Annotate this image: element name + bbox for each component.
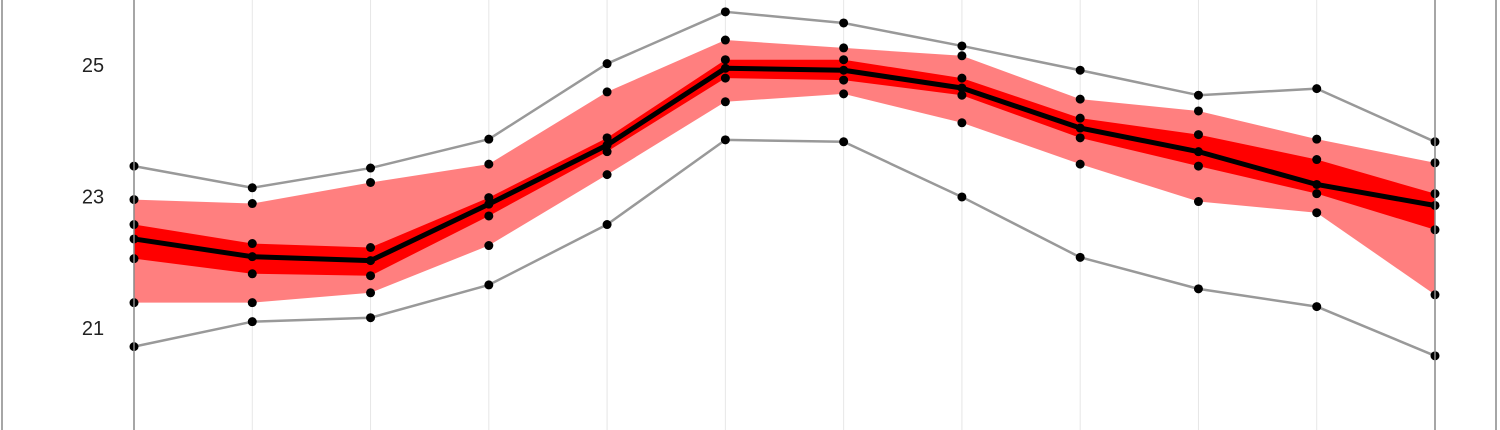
band-marker bbox=[1312, 134, 1322, 144]
marker bbox=[957, 41, 967, 51]
marker bbox=[720, 135, 730, 145]
marker bbox=[720, 7, 730, 17]
marker bbox=[1312, 302, 1322, 312]
band-marker bbox=[1312, 208, 1322, 218]
marker bbox=[1075, 65, 1085, 75]
marker bbox=[484, 280, 494, 290]
band-marker bbox=[484, 159, 494, 169]
marker bbox=[484, 134, 494, 144]
band-marker bbox=[484, 211, 494, 221]
marker bbox=[957, 83, 967, 93]
band-marker bbox=[247, 269, 257, 279]
band-marker bbox=[366, 242, 376, 252]
marker bbox=[1193, 284, 1203, 294]
band-marker bbox=[602, 133, 612, 143]
band-marker bbox=[957, 90, 967, 100]
y-tick-label: 25 bbox=[82, 55, 104, 77]
line bbox=[133, 138, 1436, 357]
band-marker bbox=[839, 89, 849, 99]
band-marker bbox=[1075, 159, 1085, 169]
marker bbox=[1193, 147, 1203, 157]
band-marker bbox=[1193, 130, 1203, 140]
band-marker bbox=[484, 241, 494, 251]
band-marker bbox=[602, 170, 612, 180]
marker bbox=[247, 183, 257, 193]
band-marker bbox=[247, 199, 257, 209]
y-tick-label: 23 bbox=[82, 187, 104, 209]
band-marker bbox=[839, 55, 849, 65]
marker bbox=[1193, 90, 1203, 100]
band-marker bbox=[720, 97, 730, 107]
line bbox=[133, 65, 1436, 264]
band-marker bbox=[957, 51, 967, 61]
band-marker bbox=[1075, 133, 1085, 143]
marker bbox=[602, 140, 612, 150]
marker bbox=[1075, 252, 1085, 262]
band-marker bbox=[1193, 197, 1203, 207]
band-marker bbox=[957, 118, 967, 128]
marker bbox=[247, 252, 257, 262]
marker bbox=[602, 59, 612, 69]
band bbox=[134, 40, 1435, 303]
band-marker bbox=[839, 75, 849, 85]
marker bbox=[839, 137, 849, 147]
band-marker bbox=[839, 43, 849, 53]
band-marker bbox=[1193, 106, 1203, 116]
marker bbox=[1312, 179, 1322, 189]
marker bbox=[1312, 84, 1322, 94]
band-marker bbox=[720, 55, 730, 65]
band-marker bbox=[602, 147, 612, 157]
marker bbox=[839, 65, 849, 75]
marker bbox=[247, 317, 257, 327]
marker bbox=[602, 220, 612, 230]
band-marker bbox=[957, 73, 967, 83]
marker bbox=[720, 63, 730, 73]
y-tick-label: 21 bbox=[82, 318, 104, 340]
marker bbox=[366, 256, 376, 266]
band-marker bbox=[366, 271, 376, 281]
band-marker bbox=[366, 178, 376, 188]
marker bbox=[366, 313, 376, 323]
band-marker bbox=[484, 193, 494, 203]
band-marker bbox=[247, 239, 257, 249]
marker bbox=[484, 199, 494, 209]
band-marker bbox=[1312, 189, 1322, 199]
band-marker bbox=[366, 288, 376, 298]
marker bbox=[1075, 123, 1085, 133]
marker bbox=[957, 192, 967, 202]
band-marker bbox=[602, 87, 612, 97]
band-marker bbox=[247, 298, 257, 308]
band-marker bbox=[1075, 113, 1085, 123]
marker bbox=[839, 18, 849, 28]
band-marker bbox=[720, 73, 730, 83]
line bbox=[133, 10, 1436, 190]
band-marker bbox=[1312, 155, 1322, 165]
marker bbox=[366, 163, 376, 173]
band bbox=[134, 59, 1435, 276]
band-marker bbox=[1075, 94, 1085, 104]
band-marker bbox=[1193, 161, 1203, 171]
band-marker bbox=[720, 35, 730, 45]
